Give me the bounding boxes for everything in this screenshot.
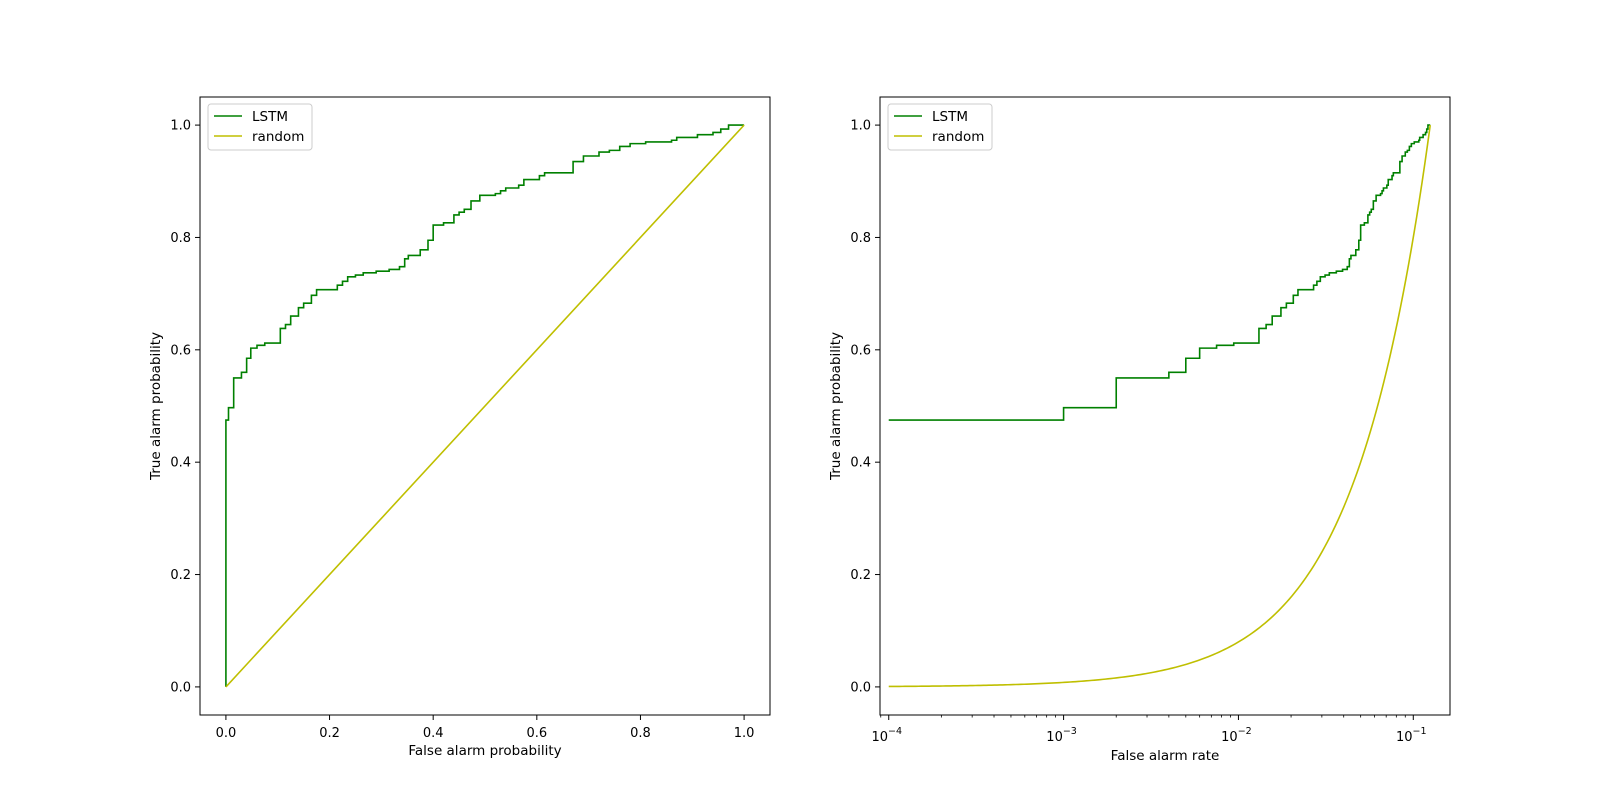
roc-linear-y-tick-label: 0.2 bbox=[170, 568, 191, 583]
roc-linear-y-axis-label: True alarm probability bbox=[148, 332, 164, 481]
roc-log-y-axis-label: True alarm probability bbox=[828, 332, 844, 481]
roc-linear-legend-lstm-label: LSTM bbox=[252, 109, 288, 125]
roc-linear-x-tick-label: 0.2 bbox=[319, 726, 340, 741]
roc-linear-y-tick-label: 0.0 bbox=[170, 680, 191, 695]
roc-log-y-tick-label: 0.4 bbox=[850, 456, 871, 471]
roc-linear-plot-area bbox=[225, 124, 745, 688]
roc-linear-legend-random-label: random bbox=[252, 129, 304, 145]
roc-log-axes-frame bbox=[879, 96, 1451, 716]
roc-log-legend-lstm-label: LSTM bbox=[932, 109, 968, 125]
roc-linear-x-ticks: 0.0 0.2 0.4 0.6 0.8 1.0 bbox=[216, 715, 755, 741]
roc-log-y-tick-label: 1.0 bbox=[850, 119, 871, 134]
roc-linear-x-tick-label: 0.8 bbox=[630, 726, 651, 741]
roc-log-y-tick-label: 0.2 bbox=[850, 568, 871, 583]
roc-linear-panel: 0.0 0.2 0.4 0.6 0.8 1.0 0.0 0.2 0.4 0.6 0.8 1.0 Fa… bbox=[148, 96, 771, 759]
roc-linear-x-axis-label: False alarm probability bbox=[408, 743, 561, 759]
roc-linear-random-line bbox=[225, 124, 745, 688]
roc-linear-x-tick-label: 0.6 bbox=[526, 726, 547, 741]
roc-log-lstm-line bbox=[888, 124, 1431, 421]
roc-linear-x-tick-label: 0.4 bbox=[423, 726, 444, 741]
roc-log-legend: LSTM random bbox=[887, 103, 993, 151]
roc-linear-y-tick-label: 0.4 bbox=[170, 456, 191, 471]
roc-linear-lstm-line bbox=[225, 124, 745, 687]
roc-log-y-ticks: 0.0 0.2 0.4 0.6 0.8 1.0 bbox=[850, 119, 880, 695]
roc-linear-x-tick-label: 1.0 bbox=[734, 726, 755, 741]
roc-log-x-tick-label: 10−2 bbox=[1221, 726, 1252, 745]
roc-log-y-tick-label: 0.8 bbox=[850, 231, 871, 246]
roc-linear-y-tick-label: 0.6 bbox=[170, 343, 191, 358]
roc-log-plot-area bbox=[888, 124, 1432, 688]
roc-linear-y-ticks: 0.0 0.2 0.4 0.6 0.8 1.0 bbox=[170, 119, 200, 695]
roc-log-x-tick-label: 10−3 bbox=[1046, 726, 1077, 745]
roc-log-y-tick-label: 0.6 bbox=[850, 343, 871, 358]
roc-log-panel: 10−4 10−3 10−2 10−1 0.0 0.2 0.4 0.6 0.8 1.0 Fals… bbox=[828, 96, 1451, 764]
roc-log-random-line bbox=[888, 124, 1432, 688]
roc-log-y-tick-label: 0.0 bbox=[850, 680, 871, 695]
roc-linear-legend: LSTM random bbox=[207, 103, 313, 151]
roc-log-legend-random-label: random bbox=[932, 129, 984, 145]
roc-linear-y-tick-label: 1.0 bbox=[170, 119, 191, 134]
roc-log-x-tick-label: 10−1 bbox=[1396, 726, 1427, 745]
roc-linear-x-tick-label: 0.0 bbox=[216, 726, 237, 741]
roc-linear-axes-frame bbox=[199, 96, 771, 716]
roc-linear-y-tick-label: 0.8 bbox=[170, 231, 191, 246]
roc-log-x-tick-label: 10−4 bbox=[871, 726, 902, 745]
roc-log-x-ticks: 10−4 10−3 10−2 10−1 bbox=[871, 715, 1427, 745]
roc-log-x-axis-label: False alarm rate bbox=[1111, 748, 1220, 764]
